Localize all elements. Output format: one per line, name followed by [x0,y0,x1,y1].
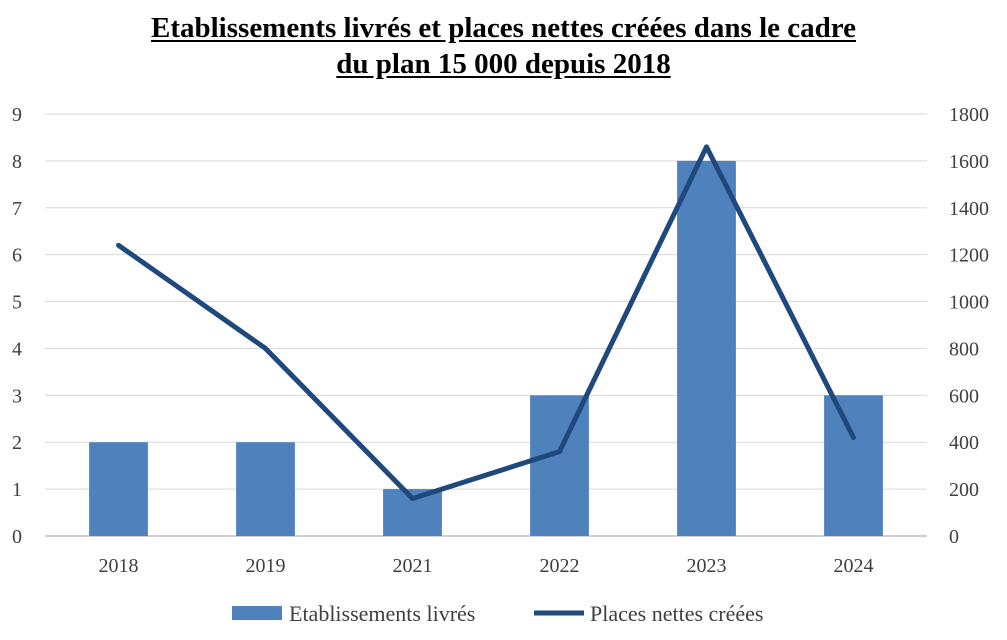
x-tick-label: 2021 [393,555,433,577]
chart-title-line-1: Etablissements livrés et places nettes c… [151,12,856,44]
series-line [116,144,856,501]
legend-label-bars: Etablissements livrés [289,601,475,626]
x-tick-label: 2023 [687,555,727,577]
left-tick-label: 1 [12,479,22,501]
left-axis-ticks: 0 1 2 3 4 5 6 7 8 9 [12,104,22,548]
left-tick-label: 0 [12,526,22,548]
legend-label-line: Places nettes créées [590,601,763,626]
left-tick-label: 2 [12,432,22,454]
right-tick-label: 1000 [949,292,989,314]
left-tick-label: 7 [12,198,22,220]
legend: Etablissements livrés Places nettes créée… [232,601,763,626]
x-axis-ticks: 2018 2019 2021 2022 2023 2024 [99,555,874,577]
left-tick-label: 9 [12,104,22,126]
bar [236,442,295,536]
right-tick-label: 400 [949,432,979,454]
right-axis-ticks: 0 200 400 600 800 1000 1200 1400 1600 1800 [949,104,989,548]
right-tick-label: 1200 [949,245,989,267]
bar-series [89,160,883,536]
legend-bar-swatch [232,606,282,620]
left-tick-label: 5 [12,292,22,314]
right-tick-label: 1800 [949,104,989,126]
bar [677,160,736,536]
bar [824,395,883,536]
left-tick-label: 3 [12,385,22,407]
line-series [116,144,856,501]
x-tick-label: 2022 [540,555,580,577]
right-tick-label: 1400 [949,198,989,220]
left-tick-label: 8 [12,151,22,173]
x-tick-label: 2019 [246,555,286,577]
right-tick-label: 1600 [949,151,989,173]
right-tick-label: 200 [949,479,979,501]
right-tick-label: 0 [949,526,959,548]
right-tick-label: 600 [949,385,979,407]
left-tick-label: 6 [12,245,22,267]
chart-title: Etablissements livrés et places nettes c… [0,10,1007,82]
bar [530,395,589,536]
x-tick-label: 2018 [99,555,139,577]
chart-title-line-2: du plan 15 000 depuis 2018 [336,48,671,80]
left-tick-label: 4 [12,338,22,360]
right-tick-label: 800 [949,338,979,360]
x-tick-label: 2024 [834,555,874,577]
bar [89,442,148,536]
gridlines [45,113,927,537]
